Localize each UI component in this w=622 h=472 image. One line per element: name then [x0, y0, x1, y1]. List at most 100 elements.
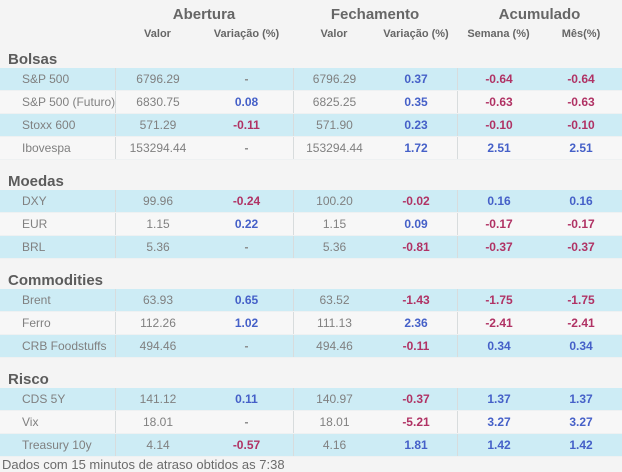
instrument-name: CRB Foodstuffs — [22, 339, 107, 353]
open-change: - — [244, 339, 249, 353]
instrument-name: Ibovespa — [22, 141, 71, 155]
table-row: S&P 500 (Futuro) 6830.75 0.08 6825.25 0.35 -0… — [0, 91, 622, 114]
instrument-name: S&P 500 (Futuro) — [22, 95, 116, 109]
table-row: Brent 63.93 0.65 63.52 -1.43 -1.75 -1.75 — [0, 289, 622, 312]
table-header-groups: Abertura Fechamento Acumulado — [0, 0, 622, 23]
close-value: 1.15 — [293, 213, 375, 235]
week-change: -0.63 — [457, 91, 540, 113]
instrument-name: Treasury 10y — [22, 438, 92, 452]
open-change: - — [244, 240, 249, 254]
section-title: Bolsas — [8, 51, 58, 68]
close-value: 494.46 — [293, 335, 375, 357]
week-change: 0.34 — [457, 335, 540, 357]
section-title: Moedas — [8, 173, 64, 190]
instrument-name: Stoxx 600 — [22, 118, 76, 132]
close-change: -0.81 — [402, 240, 430, 254]
column-group-fechamento: Fechamento — [330, 6, 420, 23]
open-value: 571.29 — [115, 114, 200, 136]
close-value: 5.36 — [293, 236, 375, 258]
open-change: 0.65 — [234, 293, 259, 307]
table-row: BRL 5.36 - 5.36 -0.81 -0.37 -0.37 — [0, 236, 622, 259]
close-change: -0.11 — [402, 339, 430, 353]
open-change: - — [244, 72, 249, 86]
open-change: -0.57 — [232, 438, 261, 452]
close-value: 18.01 — [293, 411, 375, 433]
table-subheaders: Valor Variação (%) Valor Variação (%) Se… — [0, 22, 622, 45]
month-change: -1.75 — [567, 293, 595, 307]
subheader-open-value: Valor — [144, 27, 171, 40]
open-value: 1.15 — [115, 213, 200, 235]
week-change: 1.42 — [457, 434, 540, 456]
section-title: Risco — [8, 371, 49, 388]
month-change: -0.10 — [567, 118, 595, 132]
week-change: 1.37 — [457, 388, 540, 410]
open-value: 494.46 — [115, 335, 200, 357]
week-change: -2.41 — [457, 312, 540, 334]
instrument-name: Vix — [22, 415, 39, 429]
open-value: 99.96 — [115, 190, 200, 212]
instrument-name: EUR — [22, 217, 48, 231]
open-value: 153294.44 — [115, 137, 200, 159]
week-change: 2.51 — [457, 137, 540, 159]
week-change: -0.37 — [457, 236, 540, 258]
section-risco: Risco CDS 5Y 141.12 0.11 140.97 -0.37 1.37 1.37… — [0, 358, 622, 457]
open-value: 6796.29 — [115, 68, 200, 90]
close-change: 0.37 — [404, 72, 428, 86]
open-value: 4.14 — [115, 434, 200, 456]
section-commodities: Commodities Brent 63.93 0.65 63.52 -1.43 -1.75… — [0, 259, 622, 358]
table-row: Treasury 10y 4.14 -0.57 4.16 1.81 1.42 1.42 — [0, 434, 622, 457]
close-value: 4.16 — [293, 434, 375, 456]
instrument-name: CDS 5Y — [22, 392, 66, 406]
month-change: 0.16 — [569, 194, 593, 208]
month-change: 2.51 — [569, 141, 593, 155]
open-change: 0.22 — [234, 217, 259, 231]
week-change: 3.27 — [457, 411, 540, 433]
close-change: 2.36 — [404, 316, 428, 330]
month-change: -0.64 — [567, 72, 595, 86]
subheader-close-change: Variação (%) — [383, 27, 449, 40]
week-change: -0.64 — [457, 68, 540, 90]
close-value: 571.90 — [293, 114, 375, 136]
close-value: 6825.25 — [293, 91, 375, 113]
month-change: 3.27 — [569, 415, 593, 429]
open-change: -0.11 — [233, 118, 260, 132]
close-value: 111.13 — [293, 312, 375, 334]
week-change: -1.75 — [457, 289, 540, 311]
close-change: 0.23 — [404, 118, 428, 132]
close-value: 6796.29 — [293, 68, 375, 90]
table-row: CRB Foodstuffs 494.46 - 494.46 -0.11 0.34 0.34 — [0, 335, 622, 358]
open-change: - — [244, 141, 249, 155]
month-change: -2.41 — [567, 316, 595, 330]
instrument-name: BRL — [22, 240, 46, 254]
open-value: 5.36 — [115, 236, 200, 258]
open-value: 112.26 — [115, 312, 200, 334]
open-change: 0.08 — [234, 95, 259, 109]
open-change: 0.11 — [235, 392, 258, 406]
month-change: 0.34 — [569, 339, 593, 353]
close-change: 0.35 — [404, 95, 428, 109]
close-change: 1.72 — [404, 141, 428, 155]
instrument-name: Ferro — [22, 316, 51, 330]
instrument-name: DXY — [22, 194, 47, 208]
open-value: 6830.75 — [115, 91, 200, 113]
month-change: 1.37 — [569, 392, 593, 406]
close-value: 153294.44 — [293, 137, 375, 159]
week-change: -0.17 — [457, 213, 540, 235]
table-sections: Bolsas S&P 500 6796.29-6796.29 0.37 -0.64 -0.… — [0, 45, 622, 457]
subheader-month-change: Mês(%) — [561, 27, 601, 40]
close-value: 100.20 — [293, 190, 375, 212]
column-group-acumulado: Acumulado — [498, 6, 581, 23]
table-row: Ibovespa 153294.44 - 153294.44 1.72 2.51 2.51 — [0, 137, 622, 160]
data-delay-note: Dados com 15 minutos de atraso obtidos a… — [2, 457, 285, 472]
month-change: -0.17 — [567, 217, 595, 231]
section-title: Commodities — [8, 272, 104, 289]
table-row: CDS 5Y 141.12 0.11 140.97 -0.37 1.37 1.37 — [0, 388, 622, 411]
table-row: Ferro 112.26 1.02 111.13 2.36 -2.41 -2.41 — [0, 312, 622, 335]
open-value: 141.12 — [115, 388, 200, 410]
week-change: 0.16 — [457, 190, 540, 212]
month-change: -0.37 — [567, 240, 595, 254]
close-change: 0.09 — [404, 217, 428, 231]
table-row: Stoxx 600 571.29 -0.11 571.90 0.23 -0.10 -0.10 — [0, 114, 622, 137]
table-row: EUR 1.15 0.22 1.15 0.09 -0.17 -0.17 — [0, 213, 622, 236]
